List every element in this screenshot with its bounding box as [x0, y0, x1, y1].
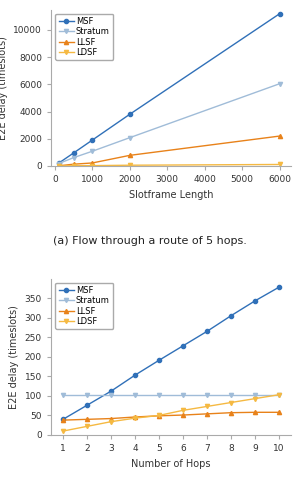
LLSF	[109, 416, 113, 422]
LDSF	[72, 163, 75, 169]
Stratum	[277, 392, 281, 398]
MSF	[128, 111, 132, 117]
LLSF	[181, 412, 185, 418]
LDSF	[61, 428, 65, 434]
Stratum	[229, 392, 233, 398]
LDSF	[278, 162, 282, 167]
MSF	[277, 284, 281, 290]
Legend: MSF, Stratum, LLSF, LDSF: MSF, Stratum, LLSF, LDSF	[55, 14, 113, 60]
Stratum	[85, 392, 89, 398]
Legend: MSF, Stratum, LLSF, LDSF: MSF, Stratum, LLSF, LDSF	[55, 283, 113, 329]
LDSF	[157, 413, 161, 418]
LLSF	[253, 410, 257, 415]
LLSF	[128, 152, 132, 158]
LDSF	[277, 392, 281, 398]
MSF	[133, 372, 137, 378]
Stratum	[157, 392, 161, 398]
LLSF	[61, 417, 65, 423]
Line: LLSF: LLSF	[61, 410, 281, 422]
Stratum	[278, 81, 282, 87]
LLSF	[57, 163, 60, 169]
LDSF	[181, 407, 185, 413]
LDSF	[91, 163, 94, 168]
MSF	[61, 416, 65, 422]
MSF	[91, 137, 94, 143]
LDSF	[253, 396, 257, 402]
Line: LDSF: LDSF	[61, 392, 281, 433]
MSF	[109, 388, 113, 394]
LLSF	[157, 413, 161, 419]
LLSF	[205, 411, 209, 417]
LDSF	[109, 419, 113, 424]
MSF	[278, 11, 282, 17]
LLSF	[91, 160, 94, 166]
Line: LDSF: LDSF	[56, 163, 282, 168]
Stratum	[205, 392, 209, 398]
LLSF	[278, 133, 282, 139]
Line: Stratum: Stratum	[56, 82, 282, 166]
LDSF	[205, 403, 209, 409]
Line: LLSF: LLSF	[56, 134, 282, 168]
Stratum	[91, 148, 94, 154]
Stratum	[253, 392, 257, 398]
LLSF	[72, 162, 75, 167]
Stratum	[128, 135, 132, 141]
MSF	[253, 298, 257, 304]
LDSF	[133, 415, 137, 421]
LDSF	[85, 424, 89, 429]
MSF	[181, 343, 185, 348]
MSF	[85, 402, 89, 408]
Text: (a) Flow through a route of 5 hops.: (a) Flow through a route of 5 hops.	[53, 237, 247, 246]
Line: Stratum: Stratum	[61, 392, 281, 397]
LDSF	[128, 163, 132, 168]
MSF	[157, 358, 161, 363]
MSF	[72, 150, 75, 156]
X-axis label: Number of Hops: Number of Hops	[131, 458, 211, 468]
MSF	[229, 313, 233, 319]
LLSF	[85, 416, 89, 422]
Y-axis label: E2E delay (timeslots): E2E delay (timeslots)	[0, 36, 8, 140]
LDSF	[57, 163, 60, 169]
Y-axis label: E2E delay (timeslots): E2E delay (timeslots)	[9, 305, 19, 409]
Stratum	[133, 392, 137, 398]
LDSF	[229, 400, 233, 405]
Stratum	[72, 155, 75, 161]
X-axis label: Slotframe Length: Slotframe Length	[129, 190, 213, 199]
MSF	[205, 328, 209, 334]
Stratum	[57, 161, 60, 166]
Line: MSF: MSF	[56, 11, 282, 165]
Stratum	[61, 392, 65, 398]
Stratum	[109, 392, 113, 398]
LLSF	[229, 410, 233, 415]
Stratum	[181, 392, 185, 398]
Line: MSF: MSF	[61, 285, 281, 422]
MSF	[57, 161, 60, 166]
LLSF	[133, 414, 137, 420]
LLSF	[277, 410, 281, 415]
